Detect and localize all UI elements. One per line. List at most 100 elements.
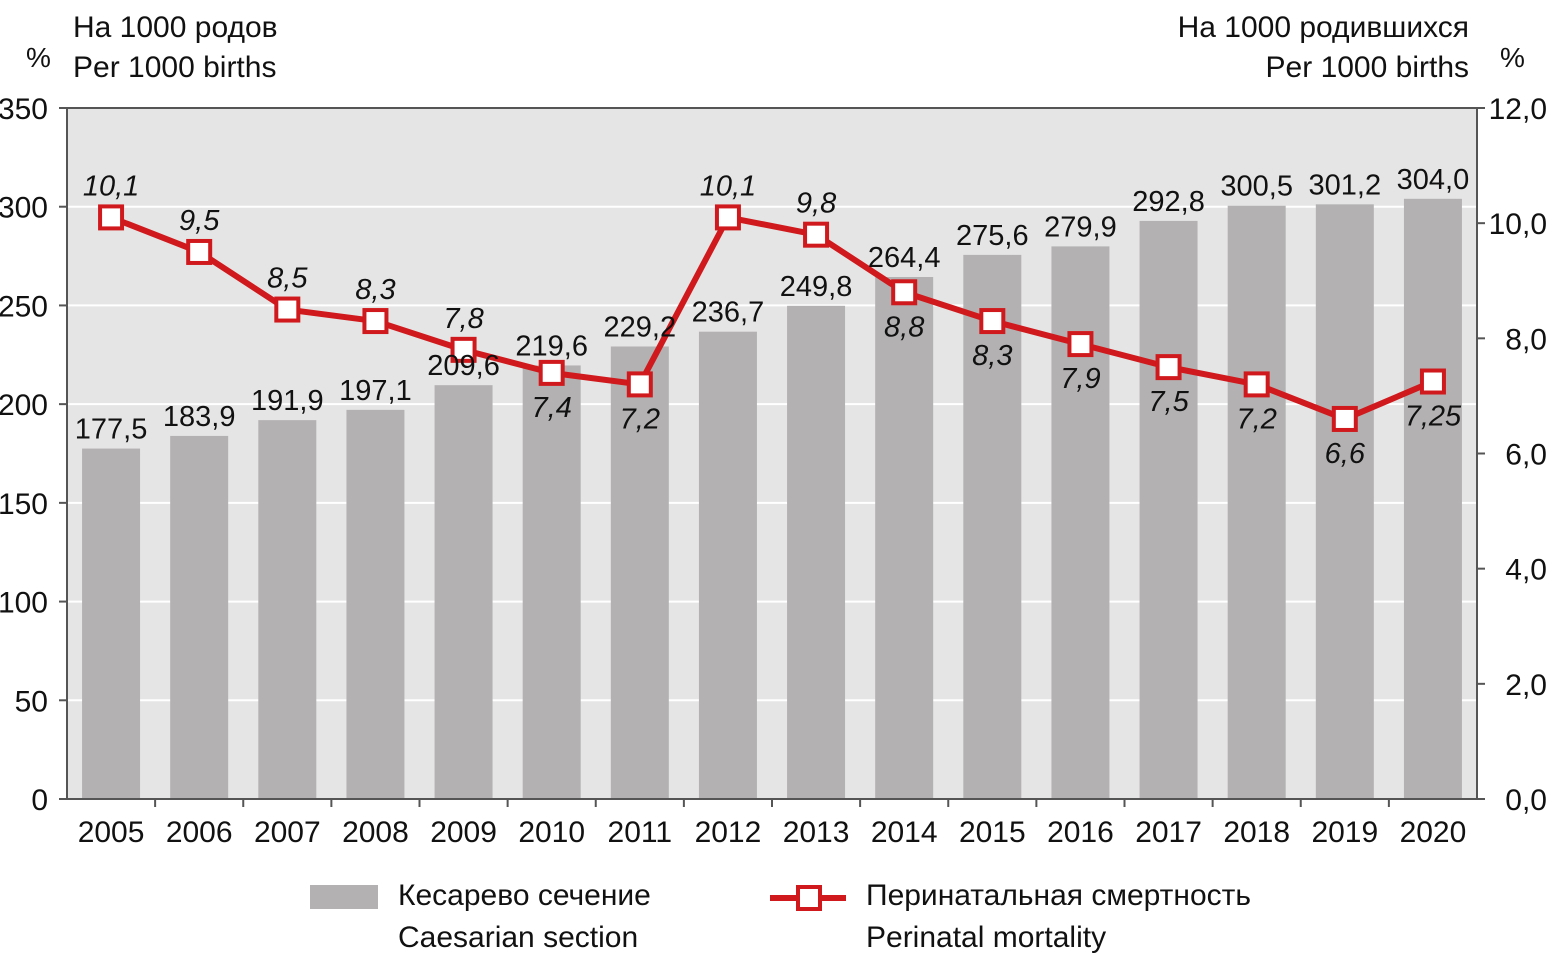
bar — [698, 331, 757, 799]
bar-value-label: 219,6 — [515, 330, 588, 362]
bar — [787, 305, 846, 799]
line-value-label: 10,1 — [83, 170, 139, 202]
right-axis-title-en: Per 1000 births — [1265, 51, 1469, 84]
bar — [170, 435, 229, 799]
x-tick-label: 2011 — [608, 816, 673, 849]
line-point — [98, 204, 125, 231]
line-value-label: 8,3 — [972, 340, 1012, 372]
line-value-label: 7,2 — [620, 403, 660, 435]
line-value-label: 9,5 — [179, 205, 220, 237]
legend-item-caesarian: Кесарево сечение Caesarian section — [310, 875, 651, 959]
line-value-label: 7,8 — [443, 303, 483, 335]
right-tick-label: 12,0 — [1489, 93, 1547, 126]
line-point — [803, 221, 830, 248]
line-point — [979, 308, 1006, 335]
line-value-label: 8,3 — [355, 274, 395, 306]
line-point — [891, 279, 918, 306]
bar — [1403, 198, 1462, 799]
x-tick-label: 2020 — [1400, 816, 1467, 849]
legend-item-perinatal: Перинатальная смертность Perinatal morta… — [770, 875, 1251, 959]
left-tick-label: 150 — [0, 488, 48, 521]
line-value-label: 10,1 — [700, 170, 756, 202]
bar-value-label: 191,9 — [251, 385, 324, 417]
line-value-label: 6,6 — [1325, 438, 1366, 470]
line-series — [98, 204, 1446, 432]
bar — [434, 385, 493, 799]
data-labels: 177,5 183,9 191,9 197,1 209,6 219,6 229,2 236,7… — [75, 164, 1469, 470]
bar — [1315, 204, 1374, 799]
bar-value-label: 292,8 — [1132, 186, 1205, 218]
x-tick-label: 2009 — [430, 816, 497, 849]
bar — [1139, 220, 1198, 799]
legend-bar-swatch — [310, 885, 378, 909]
line-point — [1419, 368, 1446, 395]
bar-value-label: 177,5 — [75, 414, 148, 446]
right-tick-label: 8,0 — [1505, 323, 1547, 356]
bar-value-label: 236,7 — [692, 297, 765, 329]
line-value-label: 7,2 — [1237, 403, 1277, 435]
right-tick-label: 10,0 — [1489, 208, 1547, 241]
line-point — [274, 296, 301, 323]
line-point — [714, 204, 741, 231]
left-axis-title-ru: На 1000 родов — [73, 11, 278, 44]
bar — [1227, 205, 1286, 799]
x-tick-label: 2008 — [342, 816, 409, 849]
bar-value-label: 300,5 — [1220, 171, 1293, 203]
x-tick-label: 2006 — [166, 816, 233, 849]
right-tick-label: 2,0 — [1505, 669, 1547, 702]
x-tick-label: 2016 — [1047, 816, 1114, 849]
bar-value-label: 279,9 — [1044, 211, 1117, 243]
line-value-label: 7,25 — [1405, 401, 1462, 433]
bar-value-label: 264,4 — [868, 242, 941, 274]
bar — [1051, 246, 1110, 799]
x-tick-label: 2010 — [518, 816, 585, 849]
line-point — [538, 359, 565, 386]
bar-value-label: 209,6 — [427, 350, 500, 382]
bar-value-label: 301,2 — [1309, 169, 1382, 201]
bar — [82, 448, 141, 799]
line-value-label: 9,8 — [796, 188, 836, 220]
legend-square-marker-icon — [796, 885, 822, 911]
x-tick-label: 2007 — [254, 816, 321, 849]
line-point — [1331, 405, 1358, 432]
legend-label-en: Perinatal mortality — [866, 921, 1107, 954]
legend-label-ru: Кесарево сечение — [398, 879, 651, 912]
bar-value-label: 249,8 — [780, 271, 853, 303]
legend-label-caesarian: Кесарево сечение Caesarian section — [398, 875, 651, 959]
line-value-label: 8,5 — [267, 263, 308, 295]
line-point — [450, 336, 477, 363]
left-tick-label: 100 — [0, 587, 48, 620]
x-tick-label: 2013 — [783, 816, 850, 849]
left-axis-title-en: Per 1000 births — [73, 51, 277, 84]
legend-label-perinatal: Перинатальная смертность Perinatal morta… — [866, 875, 1251, 959]
bar — [875, 276, 934, 799]
legend: Кесарево сечение Caesarian section Перин… — [0, 875, 1549, 960]
line-point — [626, 371, 653, 398]
x-tick-label: 2014 — [871, 816, 938, 849]
line-point — [186, 238, 213, 265]
line-value-label: 7,5 — [1148, 386, 1189, 418]
right-axis-unit: % — [1500, 42, 1525, 73]
x-tick-label: 2012 — [695, 816, 762, 849]
legend-label-en: Caesarian section — [398, 921, 639, 954]
perinatal-line — [109, 214, 1435, 422]
axes: 0 50 100 150 200 250 300 350 0,0 2,0 4,0 6,0 8,0 10,0… — [0, 93, 1547, 849]
left-tick-label: 0 — [31, 784, 48, 817]
line-value-label: 8,8 — [884, 311, 924, 343]
bar — [610, 346, 669, 799]
line-point — [1155, 354, 1182, 381]
right-tick-label: 0,0 — [1505, 784, 1547, 817]
bar — [963, 254, 1022, 800]
x-tick-label: 2015 — [959, 816, 1026, 849]
bar-series — [82, 198, 1462, 800]
bar-value-label: 197,1 — [339, 375, 412, 407]
right-axis-title: На 1000 родившихся Per 1000 births — [1178, 8, 1469, 88]
x-tick-label: 2018 — [1223, 816, 1290, 849]
line-point — [1067, 331, 1094, 358]
bar-value-label: 275,6 — [956, 220, 1029, 252]
left-tick-label: 50 — [15, 685, 48, 718]
bar — [258, 420, 317, 799]
left-axis-unit: % — [26, 42, 51, 73]
line-point — [362, 308, 389, 335]
